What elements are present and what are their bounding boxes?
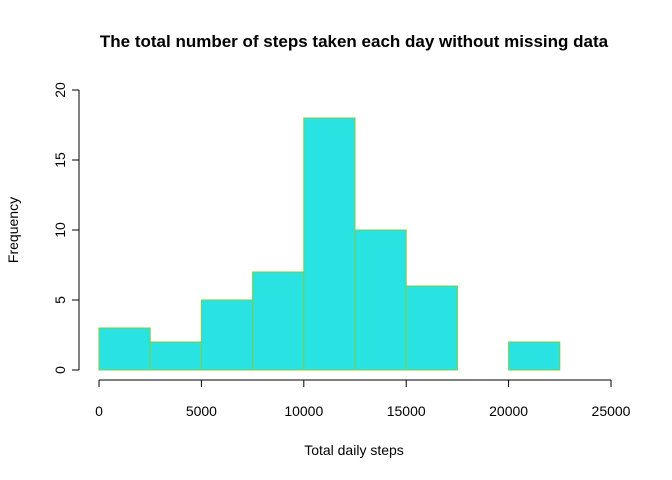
x-tick-label: 25000 bbox=[592, 403, 631, 419]
histogram-bar bbox=[149, 341, 202, 371]
y-tick-label: 20 bbox=[52, 82, 68, 98]
chart-title: The total number of steps taken each day… bbox=[100, 32, 609, 51]
y-axis-label: Frequency bbox=[5, 197, 21, 263]
histogram-bar bbox=[354, 229, 407, 371]
x-tick-label: 15000 bbox=[387, 403, 426, 419]
y-axis: 0 5 10 15 20 bbox=[52, 82, 80, 374]
x-tick-label: 5000 bbox=[186, 403, 217, 419]
x-tick-label: 20000 bbox=[489, 403, 528, 419]
x-axis-label: Total daily steps bbox=[304, 442, 404, 458]
histogram-bar bbox=[508, 341, 561, 371]
histogram-bar bbox=[303, 117, 356, 371]
x-axis: 0 5000 10000 15000 20000 25000 bbox=[95, 379, 631, 419]
x-tick-label: 0 bbox=[95, 403, 103, 419]
y-tick-label: 10 bbox=[52, 222, 68, 238]
y-tick-label: 0 bbox=[52, 366, 68, 374]
histogram-bar bbox=[252, 271, 305, 371]
histogram-bar bbox=[405, 285, 458, 371]
histogram-bar bbox=[98, 327, 151, 371]
bars-group bbox=[98, 117, 561, 371]
x-tick-label: 10000 bbox=[284, 403, 323, 419]
y-tick-label: 15 bbox=[52, 152, 68, 168]
y-tick-label: 5 bbox=[52, 296, 68, 304]
histogram-bar bbox=[200, 299, 254, 371]
